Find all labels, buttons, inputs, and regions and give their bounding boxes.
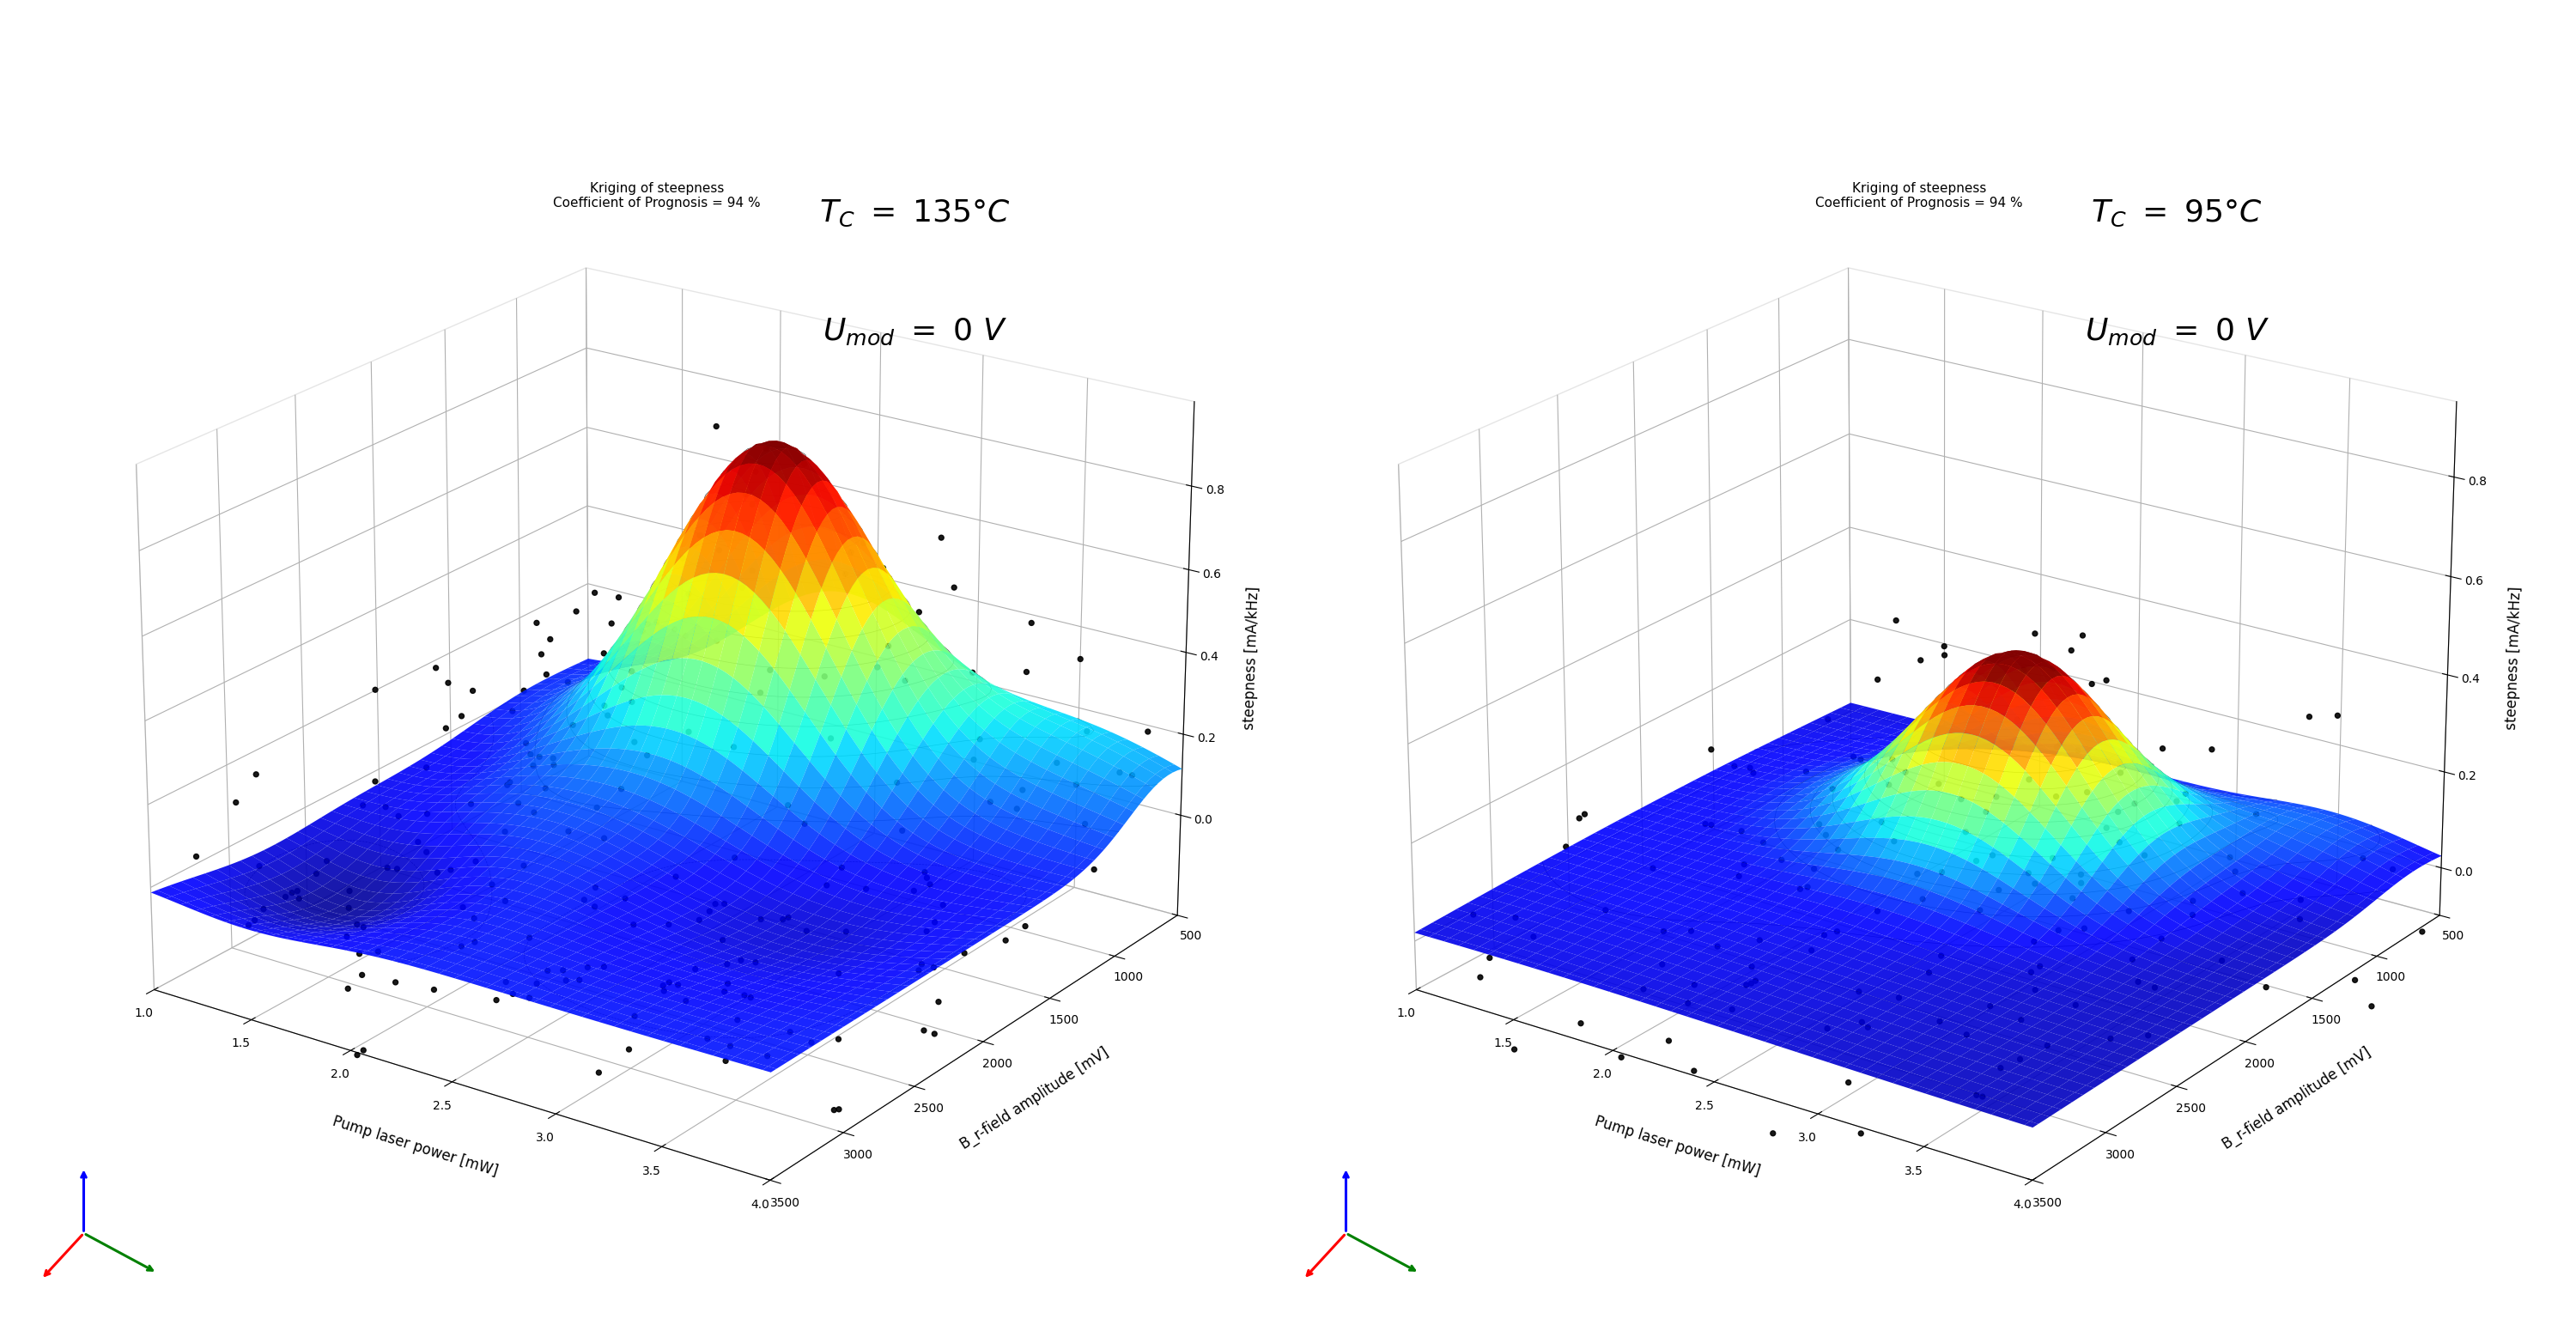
Title: Kriging of steepness
Coefficient of Prognosis = 94 %: Kriging of steepness Coefficient of Prog… <box>554 182 760 210</box>
Y-axis label: B_r-field amplitude [mV]: B_r-field amplitude [mV] <box>958 1045 1110 1153</box>
Text: $U_{mod}\ =\ 0\ V$: $U_{mod}\ =\ 0\ V$ <box>822 317 1007 347</box>
Text: $T_C\ =\ 135°C$: $T_C\ =\ 135°C$ <box>819 198 1010 228</box>
Title: Kriging of steepness
Coefficient of Prognosis = 94 %: Kriging of steepness Coefficient of Prog… <box>1816 182 2022 210</box>
Text: $U_{mod}\ =\ 0\ V$: $U_{mod}\ =\ 0\ V$ <box>2084 317 2269 347</box>
Text: $T_C\ =\ 95°C$: $T_C\ =\ 95°C$ <box>2092 198 2262 228</box>
Y-axis label: B_r-field amplitude [mV]: B_r-field amplitude [mV] <box>2221 1045 2372 1153</box>
X-axis label: Pump laser power [mW]: Pump laser power [mW] <box>330 1113 500 1179</box>
X-axis label: Pump laser power [mW]: Pump laser power [mW] <box>1592 1113 1762 1179</box>
